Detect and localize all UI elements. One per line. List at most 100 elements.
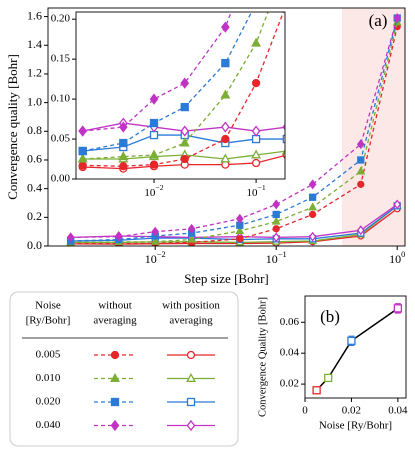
marker xyxy=(110,350,120,360)
marker xyxy=(235,225,245,234)
marker xyxy=(180,77,190,89)
x-tick-label: 10−2 xyxy=(145,250,166,266)
marker xyxy=(118,121,128,133)
marker xyxy=(151,226,160,237)
marker xyxy=(312,386,321,395)
legend-header: Noise xyxy=(35,300,61,312)
x-tick-label: 0.02 xyxy=(342,405,361,417)
marker xyxy=(110,419,120,432)
tick-exponent: −1 xyxy=(278,250,287,259)
marker xyxy=(251,158,261,168)
y-tick-label: 0.4 xyxy=(27,180,42,194)
x-tick-label: 10−1 xyxy=(246,183,265,199)
legend-label: 0.040 xyxy=(36,419,61,431)
marker xyxy=(308,210,317,219)
marker xyxy=(180,154,189,164)
marker xyxy=(66,232,75,243)
inset-area xyxy=(76,12,285,179)
x-tick-label: 100 xyxy=(389,250,405,266)
inset-y-tick-label: 0.20 xyxy=(51,13,71,25)
tick-exponent: −2 xyxy=(155,183,163,192)
marker xyxy=(149,160,159,169)
marker xyxy=(272,232,281,243)
marker xyxy=(272,210,280,219)
annotation: (a) xyxy=(369,11,388,30)
marker xyxy=(251,125,261,137)
y-tick-label: 1.4 xyxy=(27,37,42,51)
marker xyxy=(118,151,129,161)
series-line xyxy=(316,307,399,391)
marker xyxy=(236,235,244,243)
marker xyxy=(186,372,196,382)
x-axis-label: Step size [Bohr] xyxy=(184,271,268,286)
tick-base: 10 xyxy=(389,252,401,266)
legend: Noise [Ry/Bohr] without averaging with posit… xyxy=(9,291,239,447)
marker xyxy=(78,161,87,170)
series xyxy=(78,12,232,137)
marker xyxy=(308,193,317,201)
y-tick-label: 0.8 xyxy=(27,123,42,137)
x-axis-label: Noise [Ry/Bohr] xyxy=(319,420,392,432)
marker xyxy=(187,223,196,234)
tick-base: 10 xyxy=(266,252,278,266)
marker xyxy=(324,373,333,383)
marker xyxy=(272,199,281,210)
y-axis-label: Convergence quality [Bohr] xyxy=(5,54,20,200)
legend-header: averaging xyxy=(169,315,213,327)
series-line xyxy=(82,12,269,160)
series xyxy=(78,0,260,156)
marker xyxy=(356,166,366,175)
series xyxy=(66,13,402,243)
tick-base: 10 xyxy=(144,187,156,199)
y-tick-label: 0.02 xyxy=(280,378,299,390)
marker xyxy=(308,202,318,211)
marker xyxy=(251,78,261,88)
marker xyxy=(253,0,260,7)
marker xyxy=(179,137,190,147)
tick-exponent: −2 xyxy=(157,250,166,259)
legend-header: averaging xyxy=(93,315,137,327)
marker xyxy=(347,336,356,345)
marker xyxy=(356,225,365,236)
inset-y-tick-label: 0.05 xyxy=(51,133,71,145)
tick-exponent: −1 xyxy=(257,183,265,192)
marker xyxy=(78,125,88,137)
legend-header: without xyxy=(98,300,132,312)
y-tick-label: 0.0 xyxy=(27,238,42,252)
plot-area xyxy=(304,295,407,399)
legend-label: 0.020 xyxy=(36,396,61,408)
marker xyxy=(180,102,189,112)
marker xyxy=(221,121,230,133)
marker xyxy=(251,37,262,47)
marker xyxy=(78,146,87,156)
inset-y-tick-label: 0.00 xyxy=(51,173,71,185)
x-tick-label: 10−2 xyxy=(144,183,163,199)
marker xyxy=(220,89,231,99)
y-tick-label: 1.0 xyxy=(27,94,42,108)
marker xyxy=(221,58,230,68)
marker xyxy=(119,162,128,171)
legend-label: 0.005 xyxy=(36,349,61,361)
x-tick-label: 10−1 xyxy=(266,250,287,266)
y-tick-label: 1.6 xyxy=(27,8,42,22)
marker xyxy=(180,125,190,137)
marker xyxy=(77,153,88,163)
marker xyxy=(119,138,128,148)
x-tick-label: 0.04 xyxy=(388,405,408,417)
marker xyxy=(149,93,159,105)
inset-frame xyxy=(75,11,286,180)
axes-frame xyxy=(47,7,406,247)
marker xyxy=(149,118,159,128)
marker xyxy=(357,156,365,164)
inset-y-tick-label: 0.15 xyxy=(51,53,71,65)
marker xyxy=(272,225,280,233)
marker xyxy=(186,419,196,432)
series xyxy=(77,12,269,163)
marker xyxy=(282,134,285,144)
tick-base: 10 xyxy=(145,252,157,266)
marker xyxy=(114,231,123,242)
y-tick-label: 0.2 xyxy=(27,209,42,223)
marker xyxy=(149,149,159,159)
marker xyxy=(221,21,230,33)
tick-exponent: 0 xyxy=(401,250,405,259)
